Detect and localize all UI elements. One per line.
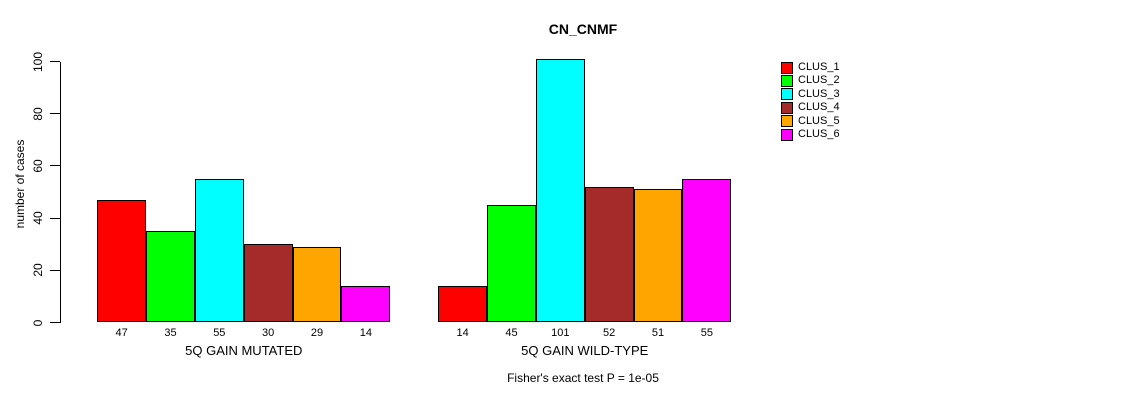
legend-item-clus_3: CLUS_3 [781,88,840,101]
bar-value-label: 55 [700,327,713,339]
bar-value-label: 45 [505,327,518,339]
bar-value-label: 30 [262,327,275,339]
bar-value-label: 101 [551,327,570,339]
bar-clus_6-group1 [341,285,391,323]
legend-item-clus_4: CLUS_4 [781,101,840,114]
bar-clus_3-group1 [194,178,244,323]
legend-label: CLUS_5 [798,114,840,127]
y-tick [50,217,60,219]
y-tick-label: 0 [31,319,45,326]
y-tick-label: 80 [31,107,45,121]
legend-label: CLUS_6 [798,127,840,140]
bar-clus_3-group2 [535,58,585,323]
y-tick-label: 40 [31,211,45,225]
legend-item-clus_5: CLUS_5 [781,115,840,128]
annotation-fisher-test: Fisher's exact test P = 1e-05 [507,371,659,385]
y-tick [50,269,60,271]
y-axis-line [59,61,61,323]
bar-value-label: 14 [456,327,469,339]
bar-value-label: 29 [310,327,324,339]
bar-value-label: 47 [115,327,128,339]
bar-clus_2-group2 [487,205,536,323]
legend-swatch-icon [781,128,793,141]
legend-label: CLUS_4 [798,101,840,114]
y-tick-label: 20 [31,263,45,277]
legend-label: CLUS_2 [798,74,840,87]
bar-clus_1-group1 [97,199,147,323]
legend-label: CLUS_3 [798,87,840,100]
bar-value-label: 14 [359,327,372,339]
bar-clus_5-group2 [633,189,683,323]
y-tick [50,322,60,323]
bar-value-label: 35 [164,327,177,339]
bar-clus_2-group1 [146,231,195,323]
y-tick [50,113,60,115]
y-tick [50,61,60,62]
legend-swatch-icon [781,115,793,128]
legend-swatch-icon [781,101,793,114]
chart-title: CN_CNMF [548,21,618,37]
y-tick-label: 60 [31,159,45,173]
bar-clus_1-group2 [438,285,488,323]
y-tick [50,165,60,167]
bar-clus_5-group1 [292,246,342,323]
group-label: 5Q GAIN WILD-TYPE [521,343,649,358]
legend-swatch-icon [781,75,793,88]
legend-swatch-icon [781,61,793,74]
bar-value-label: 55 [213,327,226,339]
bar-value-label: 51 [651,327,665,339]
legend-item-clus_6: CLUS_6 [781,128,840,141]
legend-swatch-icon [781,88,793,101]
legend-label: CLUS_1 [798,61,840,73]
legend-item-clus_2: CLUS_2 [781,74,840,88]
bar-value-label: 52 [603,327,616,339]
bar-clus_4-group2 [584,186,634,323]
legend-item-clus_1: CLUS_1 [781,61,840,74]
y-tick-label: 100 [31,51,45,72]
y-axis-title: number of cases [13,139,27,229]
group-label: 5Q GAIN MUTATED [185,343,303,358]
bar-clus_6-group2 [682,178,732,323]
bar-clus_4-group1 [243,244,293,323]
legend: CLUS_1 CLUS_2 CLUS_3 CLUS_4 CLUS_5 CLUS_6 [781,61,840,141]
